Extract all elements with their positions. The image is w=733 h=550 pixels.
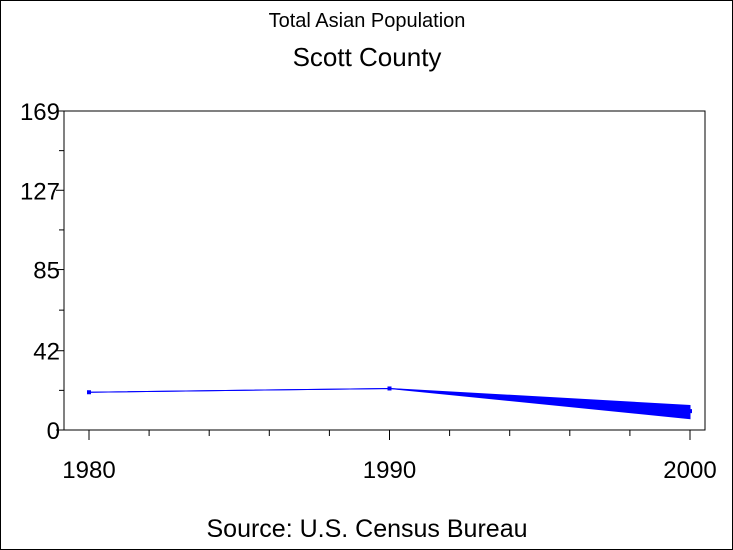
source-label: Source: U.S. Census Bureau	[207, 515, 528, 543]
x-tick-label: 2000	[663, 457, 716, 484]
y-tick-label: 169	[20, 99, 60, 126]
y-tick-label: 85	[33, 258, 60, 285]
x-axis: 1980 1990 2000	[62, 430, 717, 484]
data-point	[688, 409, 692, 414]
y-tick-label: 42	[33, 339, 60, 366]
chart-subtitle: Total Asian Population	[269, 10, 466, 32]
y-tick-label: 127	[20, 178, 60, 205]
y-axis: 0 42 85 127 169	[20, 99, 64, 445]
series-group	[87, 386, 692, 420]
x-tick-label: 1980	[62, 457, 115, 484]
series-band	[88, 387, 691, 420]
x-tick-label: 1990	[363, 457, 416, 484]
plot-area	[63, 110, 706, 431]
chart-title: Scott County	[293, 42, 442, 72]
data-point	[387, 386, 392, 391]
y-tick-label: 0	[47, 418, 60, 445]
data-point	[87, 390, 91, 395]
